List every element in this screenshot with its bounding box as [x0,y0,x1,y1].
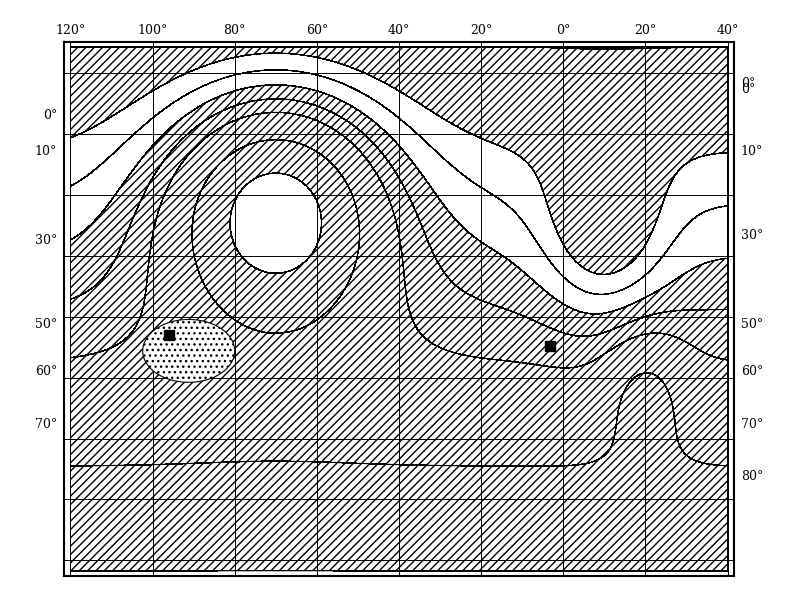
Point [64,566,77,575]
Text: 60°: 60° [35,365,57,379]
Text: 10°: 10° [35,145,57,158]
Text: 0°: 0° [43,109,57,122]
Text: 0°: 0° [741,83,755,95]
Text: 60°: 60° [306,24,328,37]
Text: 80°: 80° [223,24,246,37]
Text: 10°: 10° [741,145,763,158]
Text: 20°: 20° [470,24,492,37]
Text: 0°: 0° [741,77,755,91]
Text: 20°: 20° [634,24,657,37]
Text: 50°: 50° [35,318,57,331]
Text: 50°: 50° [741,318,763,331]
Text: 0°: 0° [556,24,571,37]
Text: 70°: 70° [741,418,763,431]
Point [64,566,77,575]
Text: 70°: 70° [35,418,57,431]
Text: 60°: 60° [741,365,763,379]
Point [64,566,77,575]
Text: 40°: 40° [717,24,739,37]
Text: 80°: 80° [741,470,763,483]
Point [64,566,77,575]
Point [64,566,77,575]
Text: 30°: 30° [741,229,763,242]
Text: 120°: 120° [55,24,85,37]
Point [64,566,77,575]
Text: 100°: 100° [137,24,168,37]
Text: 30°: 30° [35,235,57,247]
Point [64,566,77,575]
Point [64,566,77,575]
Text: 40°: 40° [388,24,410,37]
